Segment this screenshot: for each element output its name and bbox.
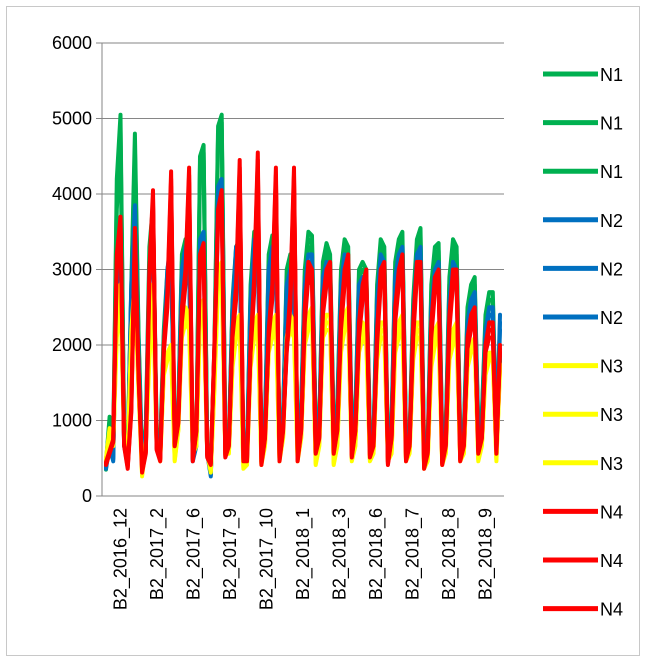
legend-label-0: N1	[600, 65, 623, 85]
x-tick-label-9: B2_2018_8	[439, 508, 460, 600]
legend-label-2: N1	[600, 162, 623, 182]
x-tick-label-2: B2_2017_6	[183, 508, 204, 600]
series-lines	[104, 112, 502, 479]
y-axis-ticks: 0 1000 2000 3000 4000 5000 6000	[52, 33, 102, 506]
x-axis-ticks: B2_2016_12 B2_2017_2 B2_2017_6 B2_2017_9 B2_…	[110, 508, 496, 610]
y-tick-label-4: 4000	[52, 184, 92, 204]
y-tick-label-1: 1000	[52, 411, 92, 431]
legend-label-1: N1	[600, 114, 623, 134]
y-tick-label-6: 6000	[52, 33, 92, 53]
x-tick-label-4: B2_2017_10	[256, 508, 277, 610]
x-tick-label-6: B2_2018_3	[330, 508, 351, 600]
legend: N1 N1 N1 N2 N2 N2 N3 N3 N3 N4 N4 N4	[543, 65, 623, 620]
legend-label-11: N4	[600, 600, 623, 620]
legend-label-4: N2	[600, 259, 623, 279]
y-tick-label-3: 3000	[52, 260, 92, 280]
legend-label-7: N3	[600, 405, 623, 425]
legend-label-8: N3	[600, 454, 623, 474]
x-tick-label-3: B2_2017_9	[220, 508, 241, 600]
y-tick-label-0: 0	[82, 486, 92, 506]
legend-label-9: N4	[600, 502, 623, 522]
legend-label-10: N4	[600, 551, 623, 571]
axes	[101, 43, 504, 497]
x-tick-label-0: B2_2016_12	[110, 508, 131, 610]
x-tick-label-7: B2_2018_6	[366, 508, 387, 600]
y-tick-label-2: 2000	[52, 335, 92, 355]
legend-label-6: N3	[600, 357, 623, 377]
x-tick-label-10: B2_2018_9	[476, 508, 497, 600]
x-tick-label-8: B2_2018_7	[403, 508, 424, 600]
x-tick-label-1: B2_2017_2	[147, 508, 168, 600]
legend-label-5: N2	[600, 308, 623, 328]
x-tick-label-5: B2_2018_1	[293, 508, 314, 600]
series-line-11	[104, 165, 502, 475]
legend-label-3: N2	[600, 211, 623, 231]
y-tick-label-5: 5000	[52, 109, 92, 129]
chart-frame	[6, 6, 640, 656]
